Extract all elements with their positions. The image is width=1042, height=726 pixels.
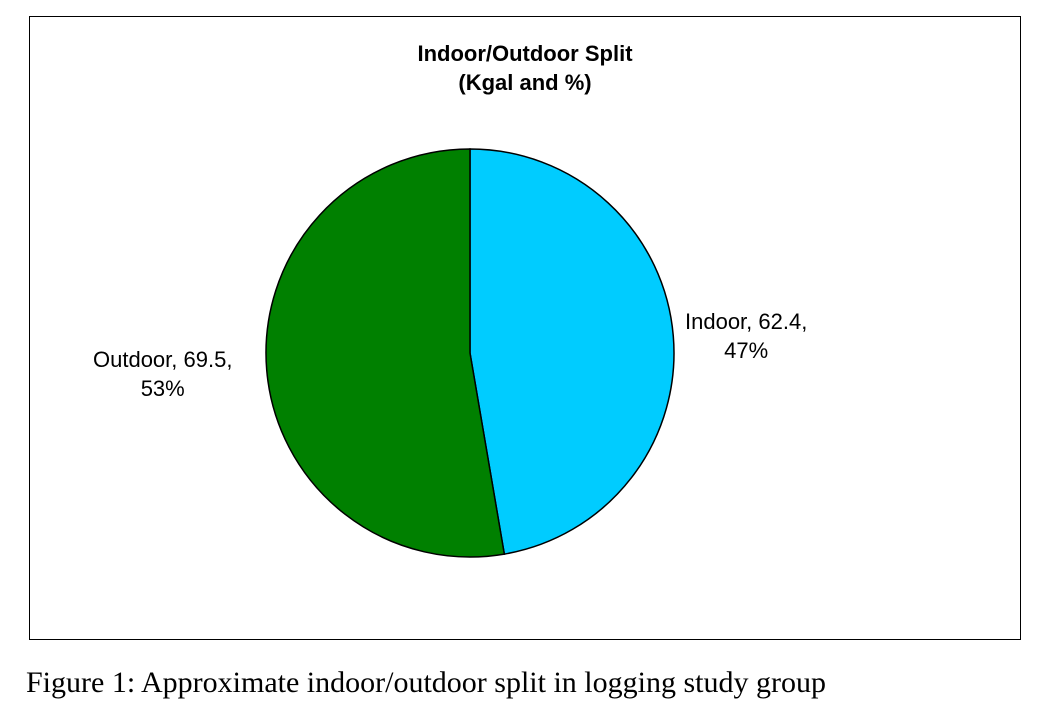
chart-title: Indoor/Outdoor Split bbox=[417, 41, 633, 66]
pie-slice-indoor bbox=[469, 148, 675, 555]
slice-label-indoor-line2: 47% bbox=[724, 338, 769, 363]
figure-caption: Figure 1: Approximate indoor/outdoor spl… bbox=[26, 666, 826, 699]
chart-subtitle: (Kgal and %) bbox=[458, 70, 592, 95]
slice-label-indoor-line1: Indoor, 62.4, bbox=[685, 309, 808, 334]
chart-frame: Indoor/Outdoor Split (Kgal and %) Indoor… bbox=[29, 16, 1021, 640]
slice-label-indoor: Indoor, 62.4, 47% bbox=[685, 307, 807, 365]
pie-slice-outdoor bbox=[265, 148, 506, 558]
slice-label-outdoor-line1: Outdoor, 69.5, bbox=[93, 347, 233, 372]
slice-label-outdoor-line2: 53% bbox=[140, 376, 185, 401]
pie-chart bbox=[265, 148, 675, 558]
slice-label-outdoor: Outdoor, 69.5, 53% bbox=[93, 345, 232, 403]
